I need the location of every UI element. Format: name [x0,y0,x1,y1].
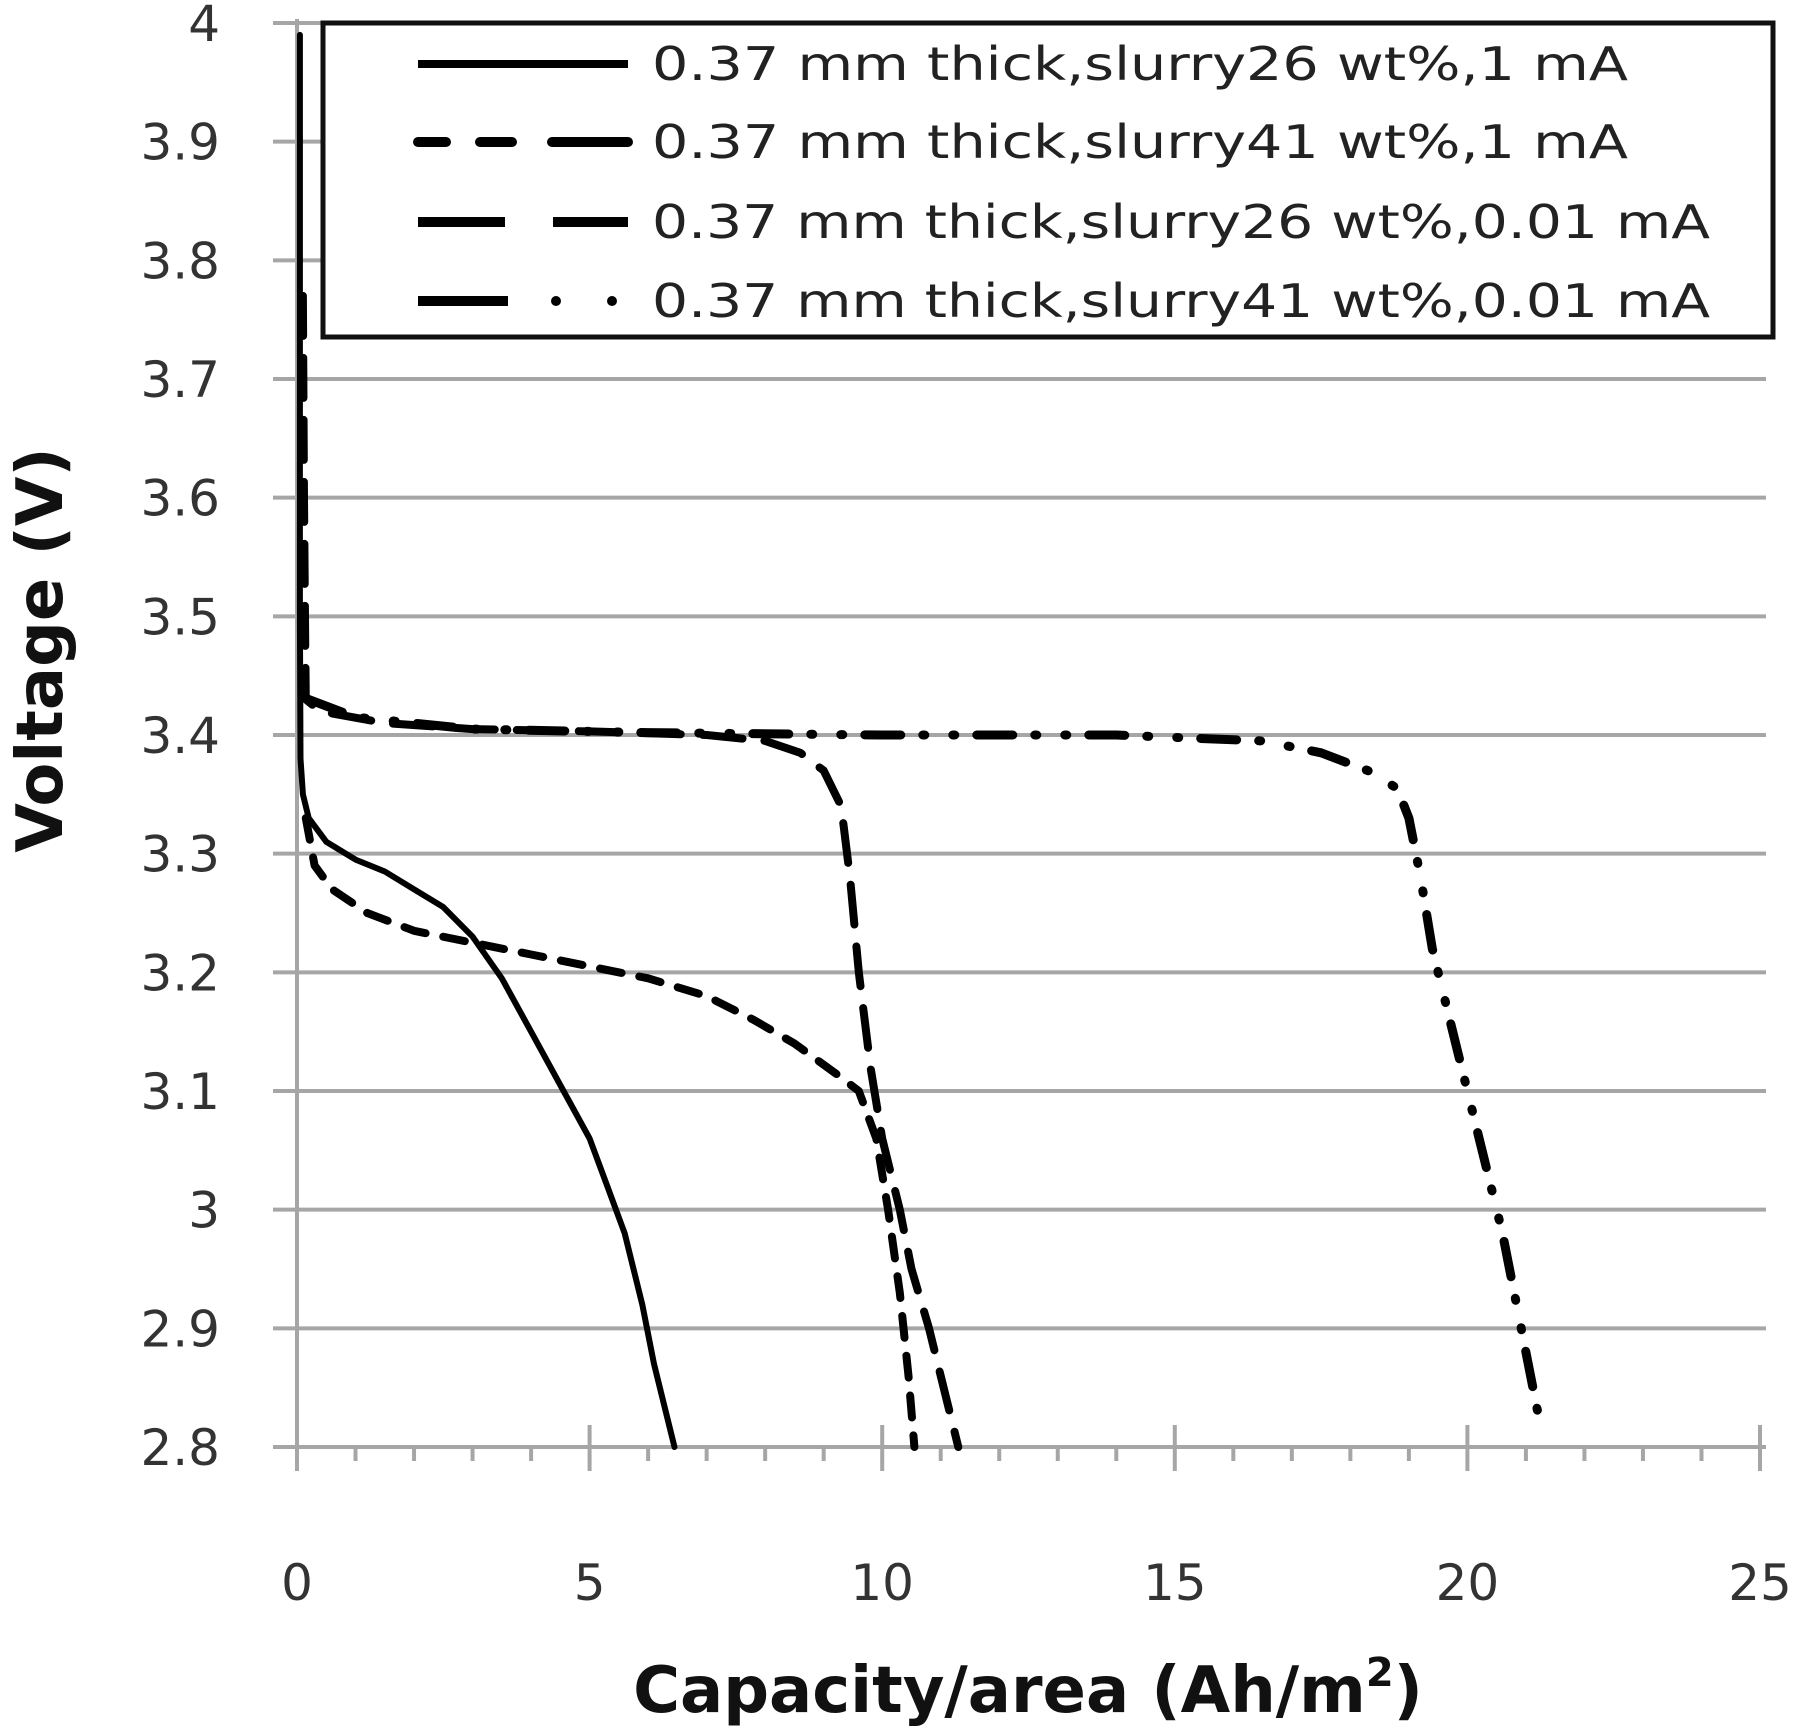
legend-item: 0.37 mm thick,slurry26 wt%,0.01 mA [418,195,1711,249]
legend-item: 0.37 mm thick,slurry41 wt%,0.01 mA [418,274,1711,328]
x-tick-label: 20 [1436,1554,1500,1612]
y-tick-label: 3 [188,1182,220,1240]
y-tick-label: 2.8 [140,1419,220,1477]
x-tick-label: 0 [281,1554,313,1612]
x-tick-label: 15 [1143,1554,1207,1612]
y-axis-title: Voltage (V) [4,447,78,852]
y-tick-label: 3.1 [140,1063,220,1121]
series-line-3 [298,291,963,1451]
y-tick-label: 3.4 [140,707,220,765]
series-line-4 [304,694,1543,1416]
legend: 0.37 mm thick,slurry26 wt%,1 mA 0.37 mm t… [320,20,1776,340]
x-axis [295,1425,1762,1471]
series-line-2 [301,814,919,1451]
legend-box [320,20,1776,340]
series-line-1 [296,31,678,1450]
y-tick-label: 2.9 [140,1300,220,1358]
y-axis-tick-labels: 2.8 2.9 3 3.1 3.2 3.3 3.4 3.5 3.6 3.7 3.8 3.9 4 [140,0,220,1477]
legend-label: 0.37 mm thick,slurry26 wt%,1 mA [652,37,1629,91]
x-axis-title: Capacity/area (Ah/m2) [633,1650,1423,1728]
data-series [296,31,1543,1451]
y-tick-label: 3.5 [140,588,220,646]
x-tick-label: 10 [850,1554,914,1612]
y-tick-label: 3.9 [140,114,220,172]
legend-label: 0.37 mm thick,slurry41 wt%,0.01 mA [652,274,1711,328]
legend-swatch-dot [607,296,617,306]
y-tick-label: 4 [188,0,220,53]
y-tick-label: 3.3 [140,826,220,884]
legend-swatch-dot [551,296,561,306]
legend-label: 0.37 mm thick,slurry41 wt%,1 mA [652,115,1629,169]
x-tick-label: 5 [574,1554,606,1612]
y-tick-label: 3.6 [140,470,220,528]
y-tick-label: 3.7 [140,351,220,409]
y-tick-label: 3.2 [140,944,220,1002]
legend-label: 0.37 mm thick,slurry26 wt%,0.01 mA [652,195,1711,249]
legend-item: 0.37 mm thick,slurry26 wt%,1 mA [418,37,1629,91]
x-tick-label: 25 [1728,1554,1792,1612]
y-tick-label: 3.8 [140,232,220,290]
legend-item: 0.37 mm thick,slurry41 wt%,1 mA [413,115,1629,169]
x-axis-tick-labels: 0 5 10 15 20 25 [281,1554,1792,1612]
